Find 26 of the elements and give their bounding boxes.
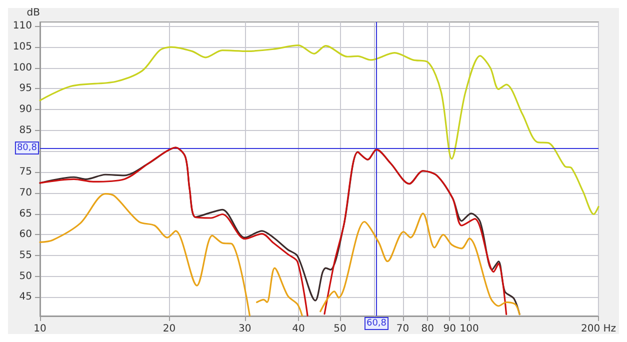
y-tick-label: 70 bbox=[19, 187, 32, 198]
y-tick-label: 75 bbox=[19, 166, 32, 178]
y-tick-label: 105 bbox=[12, 42, 32, 53]
y-tick-label: 60 bbox=[19, 229, 32, 240]
x-tick-label: 90 bbox=[443, 324, 456, 334]
y-tick-label: 65 bbox=[19, 208, 32, 220]
y-axis-title: dB bbox=[26, 8, 40, 18]
x-tick-label: 70 bbox=[396, 324, 410, 334]
x-tick-label: 100 bbox=[460, 324, 479, 334]
x-tick-label: 80 bbox=[421, 324, 434, 334]
y-tick-label: 100 bbox=[12, 62, 32, 74]
y-tick-label: 90 bbox=[19, 104, 32, 116]
y-tick-label: 50 bbox=[19, 270, 32, 282]
x-tick-label: 200 Hz bbox=[580, 324, 616, 334]
x-tick-label: 10 bbox=[34, 324, 46, 334]
ref-line-label: 80,8 bbox=[16, 142, 38, 153]
x-tick-label: 40 bbox=[292, 324, 305, 334]
x-tick-label: 50 bbox=[334, 324, 346, 334]
y-tick-label: 55 bbox=[19, 250, 32, 262]
x-tick-label: 30 bbox=[238, 324, 252, 334]
y-tick-label: 95 bbox=[19, 83, 32, 94]
y-tick-label: 45 bbox=[19, 292, 32, 303]
y-tick-label: 110 bbox=[12, 20, 32, 32]
ref-line-label: 60,8 bbox=[366, 318, 387, 328]
x-tick-label: 20 bbox=[162, 324, 176, 334]
y-tick-label: 85 bbox=[19, 124, 32, 136]
